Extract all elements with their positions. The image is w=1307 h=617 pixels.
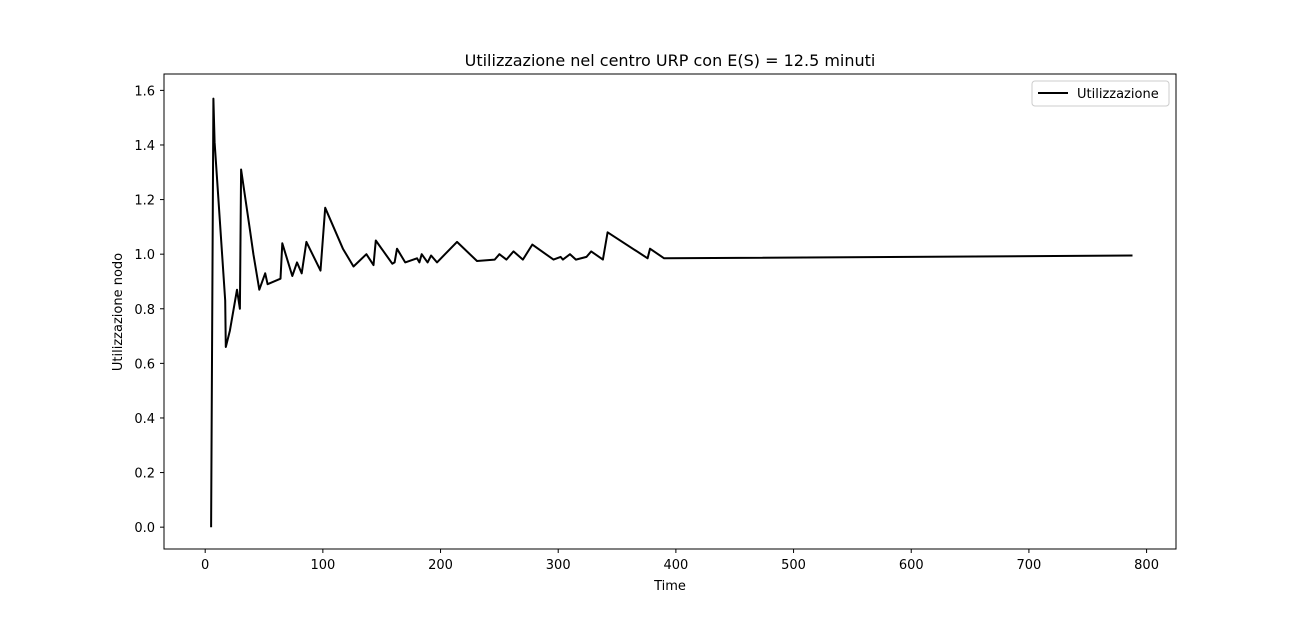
x-tick-label: 200 [428,558,453,573]
y-tick-label: 1.2 [134,194,155,209]
y-tick-label: 0.8 [134,303,155,318]
x-tick-label: 0 [201,558,209,573]
x-tick-label: 500 [781,558,806,573]
axes-frame [163,73,1177,550]
y-tick-label: 1.0 [134,248,155,263]
x-tick-label: 800 [1134,558,1159,573]
y-tick-label: 0.4 [134,412,155,427]
plot-area [210,97,1133,528]
y-axis: 0.0 0.2 0.4 0.6 0.8 1.0 1.2 1.4 1.6 [134,84,164,536]
series-line-utilizzazione [210,97,1133,528]
legend: Utilizzazione [1031,80,1170,107]
y-tick-label: 0.0 [134,521,155,536]
y-tick-label: 0.2 [134,467,155,482]
legend-label: Utilizzazione [1077,87,1159,102]
x-tick-label: 600 [899,558,924,573]
x-tick-label: 300 [546,558,571,573]
y-tick-label: 0.6 [134,357,155,372]
x-tick-label: 100 [310,558,335,573]
x-tick-label: 400 [663,558,688,573]
x-tick-label: 700 [1016,558,1041,573]
legend-box [1031,80,1170,107]
y-tick-label: 1.4 [134,139,155,154]
y-axis-label: Utilizzazione nodo [111,253,126,371]
chart-title: Utilizzazione nel centro URP con E(S) = … [465,51,876,70]
y-tick-label: 1.6 [134,84,155,99]
x-axis-label: Time [653,579,686,594]
x-axis: 0 100 200 300 400 500 600 700 800 [201,549,1159,573]
